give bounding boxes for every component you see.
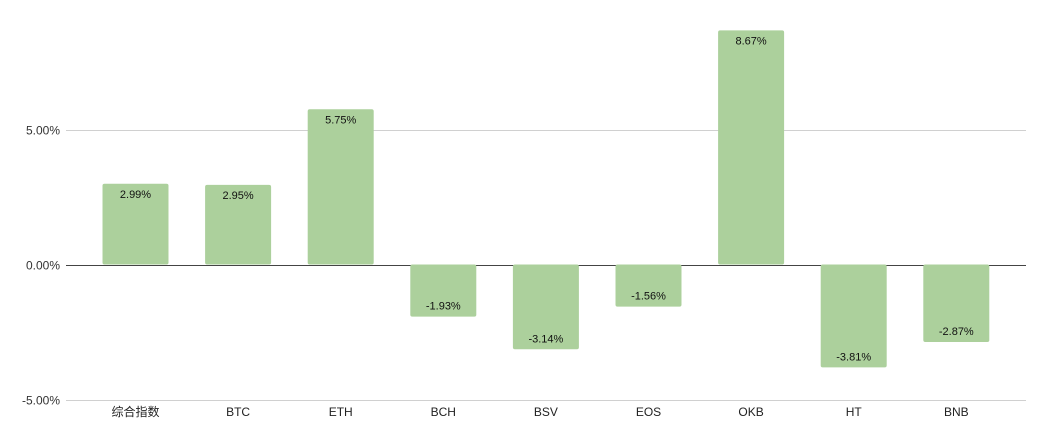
x-tick-label: OKB <box>738 405 763 419</box>
bar-EOS <box>615 264 682 307</box>
data-labels: 2.99% 2.95% 5.75% -1.93% -3.14% -1.56% 8.67% -3… <box>120 35 974 363</box>
data-label: 8.67% <box>735 35 766 47</box>
bar-OKB <box>718 30 785 265</box>
data-label: -1.93% <box>426 301 461 313</box>
y-tick-label: -5.00% <box>22 394 60 408</box>
bar-ETH <box>307 109 374 265</box>
data-label: -3.14% <box>528 333 563 345</box>
bar-BNB <box>923 264 990 342</box>
x-tick-label: ETH <box>329 405 353 419</box>
x-tick-label: BTC <box>226 405 250 419</box>
bar-HT <box>820 264 887 368</box>
data-label: 2.95% <box>222 190 253 202</box>
y-tick-label: 0.00% <box>26 259 60 273</box>
bars <box>102 30 990 368</box>
data-label: -3.81% <box>836 351 871 363</box>
y-axis-tick-labels: 5.00% 0.00% -5.00% <box>22 124 60 408</box>
y-tick-label: 5.00% <box>26 124 60 138</box>
bar-BTC <box>205 184 272 265</box>
data-label: -1.56% <box>631 291 666 303</box>
x-tick-label: EOS <box>636 405 661 419</box>
bar-综合指数 <box>102 183 169 265</box>
data-label: 5.75% <box>325 114 356 126</box>
x-tick-label: BCH <box>431 405 456 419</box>
x-tick-label: BSV <box>534 405 558 419</box>
bar-BSV <box>512 264 579 350</box>
bar-BCH <box>410 264 477 317</box>
data-label: -2.87% <box>939 326 974 338</box>
x-axis-category-labels: 综合指数 BTC ETH BCH BSV EOS OKB HT BNB <box>111 404 968 419</box>
x-tick-label: 综合指数 <box>111 404 159 419</box>
x-tick-label: BNB <box>944 405 969 419</box>
x-tick-label: HT <box>846 405 863 419</box>
data-label: 2.99% <box>120 189 151 201</box>
